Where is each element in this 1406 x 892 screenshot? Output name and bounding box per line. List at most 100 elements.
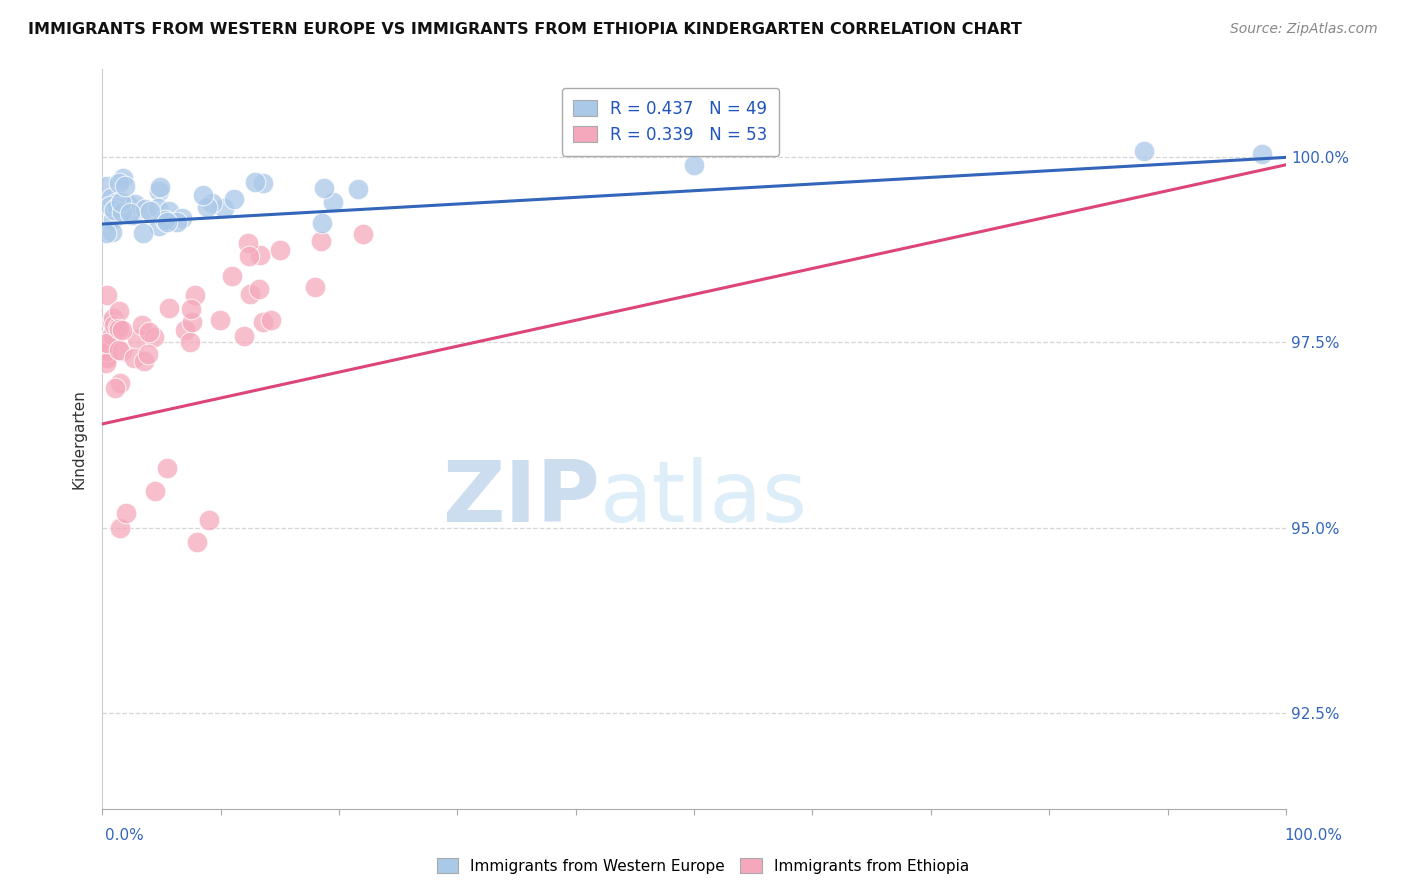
Point [107,343,129,357]
Point [247,282,270,296]
Y-axis label: Kindergarten: Kindergarten [72,389,86,489]
Point [184,287,207,301]
Point [146,201,169,215]
Point [110,194,132,209]
Point [312,180,335,194]
Point [121,208,143,222]
Point [100,315,122,329]
Point [94,178,117,193]
Point [195,201,218,215]
Point [157,204,180,219]
Point [269,244,291,258]
Point [103,203,125,218]
Point [131,318,153,333]
Point [139,204,162,219]
Point [352,227,374,241]
Point [156,461,179,475]
Point [107,322,129,336]
Point [108,521,131,535]
Point [243,176,266,190]
Point [172,211,194,225]
Point [117,197,139,211]
Point [249,248,271,262]
Point [209,312,232,326]
Point [107,320,129,334]
Point [131,226,153,240]
Point [108,194,131,208]
Text: Source: ZipAtlas.com: Source: ZipAtlas.com [1230,22,1378,37]
Point [260,312,283,326]
Text: atlas: atlas [599,457,807,540]
Point [145,483,167,498]
Point [239,287,262,301]
Point [101,211,124,226]
Text: ZIP: ZIP [441,457,599,540]
Point [108,304,131,318]
Point [201,196,224,211]
Point [186,535,208,549]
Point [155,213,177,227]
Point [174,323,197,337]
Point [93,334,115,348]
Point [157,301,180,315]
Point [105,206,128,220]
Point [149,179,172,194]
Point [179,334,201,349]
Point [94,356,117,370]
Point [1251,146,1274,161]
Point [124,351,146,366]
Point [100,191,122,205]
Point [233,328,256,343]
Legend: Immigrants from Western Europe, Immigrants from Ethiopia: Immigrants from Western Europe, Immigran… [430,852,976,880]
Point [96,349,118,363]
Point [346,182,368,196]
Point [143,330,166,344]
Point [124,197,146,211]
Point [96,351,118,365]
Point [683,158,706,172]
Point [110,205,132,219]
Point [322,194,344,209]
Point [304,279,326,293]
Text: 100.0%: 100.0% [1285,828,1343,843]
Legend: R = 0.437   N = 49, R = 0.339   N = 53: R = 0.437 N = 49, R = 0.339 N = 53 [562,88,779,155]
Point [114,178,136,193]
Point [104,381,127,395]
Point [134,354,156,368]
Point [191,188,214,202]
Point [105,196,128,211]
Text: IMMIGRANTS FROM WESTERN EUROPE VS IMMIGRANTS FROM ETHIOPIA KINDERGARTEN CORRELAT: IMMIGRANTS FROM WESTERN EUROPE VS IMMIGR… [28,22,1022,37]
Point [224,192,246,206]
Point [111,323,134,337]
Point [108,376,131,391]
Point [180,315,202,329]
Point [127,332,149,346]
Point [101,225,124,239]
Point [166,215,188,229]
Point [252,176,274,190]
Point [94,345,117,359]
Point [138,325,160,339]
Point [238,249,260,263]
Point [118,206,141,220]
Point [180,301,202,316]
Point [101,328,124,343]
Text: 0.0%: 0.0% [105,828,145,843]
Point [252,315,274,329]
Point [105,200,128,214]
Point [311,216,333,230]
Point [236,236,259,251]
Point [148,219,170,233]
Point [197,513,219,527]
Point [115,506,138,520]
Point [221,268,243,283]
Point [108,176,131,190]
Point [103,318,125,333]
Point [96,343,118,358]
Point [148,184,170,198]
Point [111,343,134,358]
Point [96,288,118,302]
Point [96,335,118,350]
Point [134,202,156,216]
Point [136,347,159,361]
